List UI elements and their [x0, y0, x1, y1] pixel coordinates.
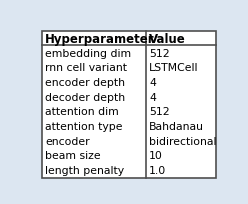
Text: 512: 512: [149, 49, 170, 58]
Text: 10: 10: [149, 151, 163, 161]
Text: attention type: attention type: [45, 122, 123, 132]
Text: rnn cell variant: rnn cell variant: [45, 63, 127, 73]
Text: 512: 512: [149, 107, 170, 117]
Text: encoder: encoder: [45, 136, 90, 146]
Text: Value: Value: [149, 32, 186, 45]
Text: encoder depth: encoder depth: [45, 78, 125, 88]
Text: LSTMCell: LSTMCell: [149, 63, 199, 73]
Text: decoder depth: decoder depth: [45, 92, 125, 102]
Text: bidirectional: bidirectional: [149, 136, 217, 146]
Text: attention dim: attention dim: [45, 107, 119, 117]
Text: length penalty: length penalty: [45, 165, 124, 175]
Text: 4: 4: [149, 78, 156, 88]
Text: 4: 4: [149, 92, 156, 102]
Text: Bahdanau: Bahdanau: [149, 122, 204, 132]
Text: beam size: beam size: [45, 151, 101, 161]
Text: Hyperparameter: Hyperparameter: [45, 32, 155, 45]
Text: 1.0: 1.0: [149, 165, 166, 175]
Text: embedding dim: embedding dim: [45, 49, 131, 58]
